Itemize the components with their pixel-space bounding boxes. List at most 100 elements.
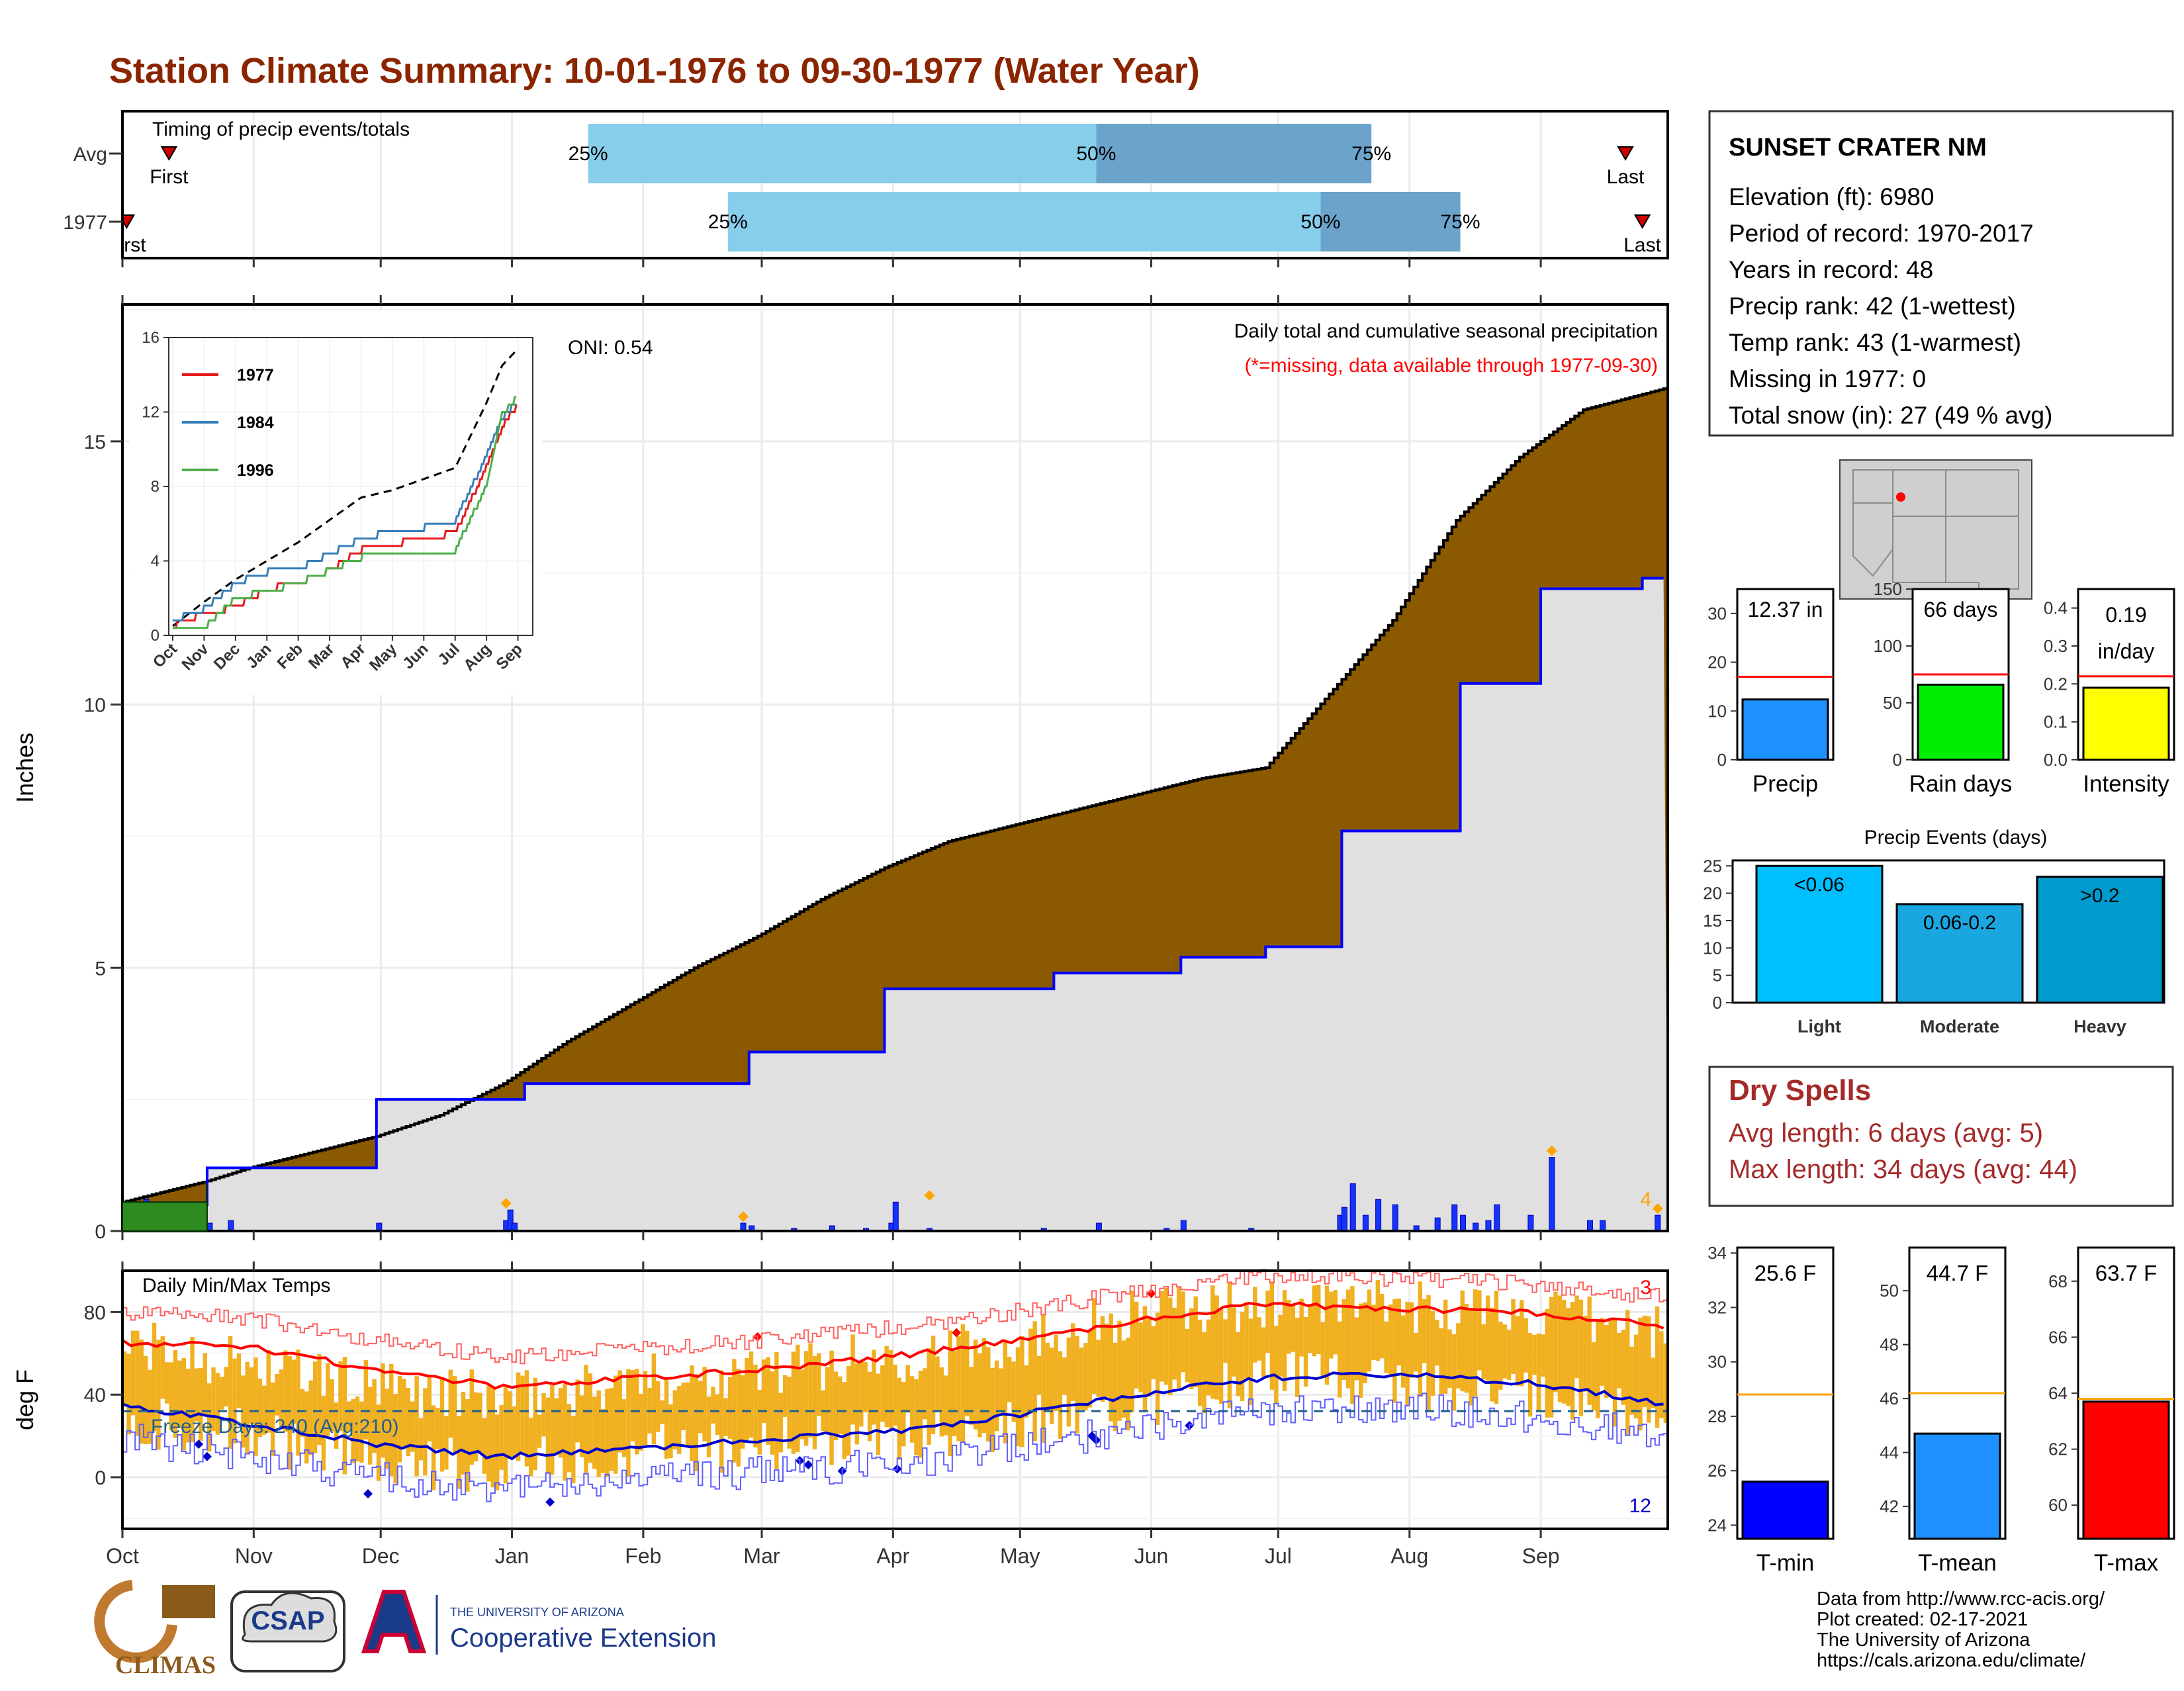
daily-temp-bar	[363, 1360, 369, 1440]
daily-temp-bar	[1210, 1285, 1215, 1399]
daily-temp-bar	[122, 1351, 127, 1406]
daily-temp-bar	[1303, 1316, 1308, 1387]
events-ytick-label: 5	[1713, 966, 1722, 985]
daily-temp-bar	[1384, 1321, 1388, 1373]
daily-temp-bar	[1638, 1317, 1643, 1431]
daily-temp-bar	[389, 1363, 394, 1477]
daily-temp-bar	[1596, 1320, 1600, 1419]
daily-temp-bar	[672, 1390, 678, 1449]
precip-count-label: 4	[1641, 1189, 1652, 1211]
timing-row-year-label: 1977	[63, 212, 107, 234]
daily-temp-bar	[1253, 1287, 1257, 1363]
daily-temp-bar	[270, 1382, 275, 1457]
daily-temp-bar	[1062, 1357, 1067, 1395]
events-ytick-label: 15	[1703, 911, 1722, 931]
daily-precip-bar	[1527, 1214, 1534, 1232]
timing-title: Timing of precip events/totals	[152, 118, 410, 140]
daily-temp-bar	[761, 1359, 766, 1424]
daily-temp-bar	[300, 1389, 305, 1437]
daily-temp-bar	[494, 1414, 500, 1490]
daily-temp-bar	[1126, 1337, 1130, 1431]
daily-temp-bar	[1333, 1290, 1338, 1355]
daily-temp-bar	[905, 1365, 910, 1413]
daily-temp-bar	[326, 1363, 330, 1436]
daily-temp-bar	[385, 1389, 390, 1469]
daily-temp-bar	[1193, 1296, 1198, 1387]
timing-last-label: Last	[1607, 166, 1645, 188]
daily-temp-bar	[1109, 1313, 1113, 1422]
daily-temp-bar	[575, 1379, 580, 1443]
daily-temp-bar	[355, 1396, 360, 1462]
daily-precip-bar	[1494, 1204, 1500, 1232]
daily-temp-bar	[770, 1371, 775, 1455]
temp-summary-charts: 24 26 28 30 32 34 25.6 F T-min 42 44 46 48 50 44.7 F T…	[1707, 1243, 2175, 1576]
daily-temp-bar	[1324, 1285, 1330, 1385]
daily-temp-bar	[782, 1375, 788, 1417]
precip-subtitle: (*=missing, data available through 1977-…	[1244, 355, 1658, 377]
daily-temp-bar	[567, 1404, 572, 1473]
daily-temp-bar	[1587, 1297, 1592, 1405]
timing-frame	[121, 110, 1669, 259]
daily-temp-bar	[317, 1354, 322, 1445]
temp-summary-ytick-label: 50	[1880, 1281, 1899, 1301]
daily-temp-bar	[1261, 1327, 1266, 1377]
daily-temp-bar	[406, 1387, 411, 1457]
daily-temp-bar	[1600, 1318, 1605, 1386]
daily-temp-bar	[909, 1376, 915, 1443]
timing-bars: 25% 50% 75% First Last 25% 50% 75% First Last	[122, 124, 1662, 256]
daily-temp-bar	[1218, 1309, 1224, 1404]
daily-temp-bar	[1105, 1323, 1109, 1397]
temp-summary-bar	[1913, 1432, 2001, 1540]
daily-temp-bar	[838, 1376, 842, 1434]
daily-temp-bar	[249, 1367, 254, 1424]
daily-temp-bar	[351, 1398, 355, 1463]
daily-temp-bar	[1608, 1317, 1613, 1397]
daily-temp-bar	[1248, 1318, 1253, 1405]
daily-temp-bar	[1422, 1299, 1427, 1363]
daily-temp-bar	[1003, 1342, 1008, 1443]
daily-temp-bar	[1329, 1291, 1334, 1359]
daily-temp-bar	[1197, 1319, 1203, 1406]
daily-temp-bar	[490, 1388, 495, 1488]
timing-first-marker	[160, 146, 178, 161]
station-detail-line: Period of record: 1970-2017	[1729, 220, 2034, 247]
daily-temp-bar	[1536, 1333, 1541, 1412]
month-label: May	[1000, 1544, 1040, 1568]
summary-ytick-label: 0.3	[2044, 636, 2068, 656]
daily-temp-bar	[1392, 1299, 1397, 1403]
timing-last-marker	[1633, 214, 1651, 229]
daily-temp-bar	[283, 1350, 288, 1432]
record-low-marker	[363, 1488, 373, 1498]
daily-temp-bar	[1498, 1321, 1503, 1390]
daily-temp-bar	[1651, 1357, 1655, 1408]
daily-temp-bar	[1342, 1299, 1346, 1380]
timing-row-avg-label: Avg	[73, 144, 107, 165]
daily-temp-bar	[1354, 1317, 1359, 1381]
daily-temp-bar	[152, 1322, 157, 1432]
timing-q50-label: 50%	[1300, 211, 1340, 233]
temp-ylabel: deg F	[11, 1369, 38, 1430]
temp-summary-name: T-max	[2094, 1550, 2159, 1576]
daily-temp-bar	[156, 1340, 161, 1450]
daily-temp-bar	[215, 1373, 220, 1435]
daily-temp-bar	[1168, 1297, 1173, 1395]
events-bar-label: >0.2	[2080, 885, 2119, 907]
daily-temp-bar	[745, 1357, 749, 1442]
snow-marker	[738, 1211, 749, 1222]
daily-temp-bar	[1083, 1343, 1088, 1411]
daily-temp-bar	[1490, 1307, 1494, 1402]
timing-bar-q25-q50	[588, 124, 1097, 183]
daily-temp-bar	[1278, 1314, 1283, 1377]
daily-temp-bar	[1011, 1361, 1016, 1422]
daily-temp-bar	[410, 1401, 415, 1452]
temp-ytick-label: 40	[84, 1385, 106, 1406]
daily-temp-bar	[685, 1382, 690, 1447]
daily-precip-bar	[1341, 1207, 1347, 1232]
daily-temp-bar	[512, 1406, 516, 1457]
daily-temp-bar	[185, 1369, 191, 1443]
month-label: Jul	[1265, 1544, 1292, 1568]
record-low-marker	[202, 1451, 212, 1461]
summary-ytick-label: 150	[1874, 579, 1902, 599]
daily-temp-bar	[1185, 1328, 1190, 1383]
